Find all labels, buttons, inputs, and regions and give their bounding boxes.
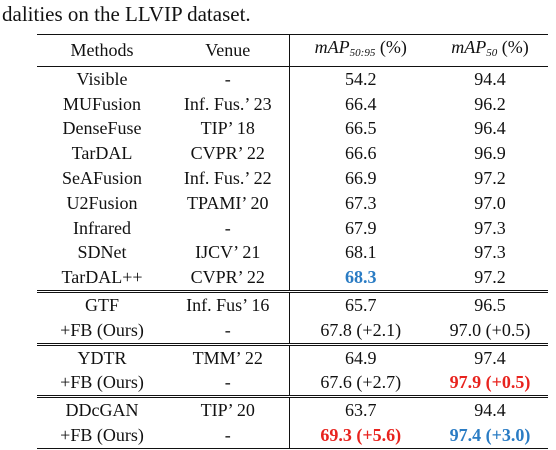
cell-map5095: 68.3 bbox=[288, 265, 432, 292]
table-row: DenseFuse TIP’ 18 66.5 96.4 bbox=[37, 116, 548, 142]
cell-venue: Inf. Fus’ 16 bbox=[167, 289, 289, 318]
cell-method: YDTR bbox=[37, 342, 167, 371]
cell-venue: - bbox=[167, 422, 289, 449]
cell-venue: TPAMI’ 20 bbox=[186, 192, 269, 213]
cell-map5095: 67.3 bbox=[288, 190, 432, 216]
cell-map5095: 67.6 (+2.7) bbox=[288, 370, 432, 397]
cell-venue: TIP’ 20 bbox=[167, 395, 289, 423]
cell-venue: TMM’ 22 bbox=[167, 342, 289, 371]
table-row: Visible -54.2 94.4 bbox=[37, 65, 548, 92]
cell-map5095: 64.9 bbox=[288, 342, 432, 371]
cell-map50: 97.3 bbox=[474, 242, 506, 263]
cell-map5095: 68.1 bbox=[288, 240, 432, 266]
cell-map5095: 66.5 bbox=[288, 116, 432, 142]
cell-venue: IJCV’ 21 bbox=[195, 242, 261, 263]
table-row: DDcGAN TIP’ 20 63.7 94.4 bbox=[37, 395, 548, 423]
table-row: MUFusion Inf. Fus.’ 23 66.4 96.2 bbox=[37, 91, 548, 117]
table-row: +FB (Ours) -69.3 (+5.6) 97.4 (+3.0) bbox=[37, 422, 548, 449]
cell-map50: 97.9 (+0.5) bbox=[449, 372, 531, 393]
header-venue: Venue bbox=[167, 34, 289, 67]
cell-map50: 96.9 bbox=[474, 143, 506, 164]
cell-map50: 97.0 (+0.5) bbox=[449, 319, 531, 340]
table-row: YDTR TMM’ 22 64.9 97.4 bbox=[37, 342, 548, 371]
cell-map5095: 54.2 bbox=[288, 65, 432, 92]
header-map5095-main: mAP bbox=[314, 37, 350, 57]
cell-map50: 94.4 bbox=[432, 65, 548, 92]
cell-method: SeAFusion bbox=[61, 167, 142, 188]
cell-map50: 97.4 (+3.0) bbox=[432, 422, 548, 449]
cell-method: TarDAL++ bbox=[61, 267, 143, 288]
cell-method: Visible bbox=[37, 65, 167, 92]
header-map5095-sub: 50:95 bbox=[349, 47, 376, 59]
cell-map50: 96.2 bbox=[474, 93, 506, 114]
cell-method: TarDAL bbox=[71, 143, 133, 164]
table-row: SDNet IJCV’ 21 68.1 97.3 bbox=[37, 240, 548, 266]
header-map50-main: mAP bbox=[451, 37, 487, 57]
cell-method: U2Fusion bbox=[66, 192, 138, 213]
cell-map50: 96.5 bbox=[432, 289, 548, 318]
cell-map50: 97.3 bbox=[474, 217, 506, 238]
results-table: Methods Venue mAP50:95 (%) mAP50 (%) Vis… bbox=[37, 34, 548, 449]
cell-venue: - bbox=[224, 217, 231, 238]
cell-map50: 94.4 bbox=[432, 395, 548, 423]
header-map50-unit: (%) bbox=[497, 37, 529, 57]
header-map50-sub: 50 bbox=[486, 47, 498, 59]
cell-map5095: 67.9 bbox=[288, 215, 432, 241]
header-methods: Methods bbox=[37, 34, 167, 67]
table-body: Visible -54.2 94.4 MUFusion Inf. Fus.’ 23 66.… bbox=[37, 65, 548, 449]
cell-venue: CVPR’ 22 bbox=[190, 267, 265, 288]
table-row: TarDAL CVPR’ 22 66.6 96.9 bbox=[37, 141, 548, 166]
cell-method: DenseFuse bbox=[62, 118, 142, 139]
table-row: GTF Inf. Fus’ 16 65.7 96.5 bbox=[37, 289, 548, 318]
cell-map5095: 69.3 (+5.6) bbox=[288, 422, 432, 449]
cell-venue: CVPR’ 22 bbox=[190, 143, 265, 164]
header-map5095: mAP50:95 (%) bbox=[288, 34, 432, 67]
header-map50: mAP50 (%) bbox=[432, 34, 548, 67]
header-row: Methods Venue mAP50:95 (%) mAP50 (%) bbox=[37, 34, 548, 67]
cell-map50: 97.2 bbox=[474, 167, 506, 188]
cell-map50: 97.4 bbox=[432, 342, 548, 371]
cell-map5095: 65.7 bbox=[288, 289, 432, 318]
cell-method: +FB (Ours) bbox=[37, 422, 167, 449]
cell-method: Infrared bbox=[73, 217, 131, 238]
cell-map50: 97.2 bbox=[474, 267, 506, 288]
cell-venue: Inf. Fus.’ 22 bbox=[183, 167, 272, 188]
cell-map50: 97.0 bbox=[474, 192, 506, 213]
cell-map5095: 67.8 (+2.1) bbox=[288, 317, 432, 345]
table-row: U2Fusion TPAMI’ 20 67.3 97.0 bbox=[37, 190, 548, 216]
cell-method: GTF bbox=[37, 289, 167, 318]
cell-venue: - bbox=[167, 65, 289, 92]
cell-method: +FB (Ours) bbox=[60, 372, 144, 393]
table-row: TarDAL++ CVPR’ 22 68.3 97.2 bbox=[37, 265, 548, 292]
cell-method: MUFusion bbox=[62, 93, 142, 114]
cell-map50: 96.4 bbox=[474, 118, 506, 139]
cell-map5095: 66.9 bbox=[288, 165, 432, 191]
table-row: +FB (Ours) - 67.8 (+2.1) 97.0 (+0.5) bbox=[37, 317, 548, 345]
cell-map5095: 66.4 bbox=[288, 91, 432, 117]
cell-method: +FB (Ours) bbox=[60, 319, 144, 340]
cell-venue: TIP’ 18 bbox=[200, 118, 255, 139]
cell-method: SDNet bbox=[77, 242, 127, 263]
cell-venue: Inf. Fus.’ 23 bbox=[183, 93, 272, 114]
table-row: +FB (Ours) - 67.6 (+2.7) 97.9 (+0.5) bbox=[37, 370, 548, 397]
header-map5095-unit: (%) bbox=[375, 37, 407, 57]
cell-map5095: 66.6 bbox=[288, 141, 432, 166]
table-row: SeAFusion Inf. Fus.’ 22 66.9 97.2 bbox=[37, 165, 548, 191]
cell-map5095: 63.7 bbox=[288, 395, 432, 423]
cell-method: DDcGAN bbox=[37, 395, 167, 423]
table-row: Infrared - 67.9 97.3 bbox=[37, 215, 548, 241]
cell-venue: - bbox=[224, 372, 231, 393]
cell-venue: - bbox=[224, 319, 231, 340]
table-caption: dalities on the LLVIP dataset. bbox=[2, 2, 251, 26]
